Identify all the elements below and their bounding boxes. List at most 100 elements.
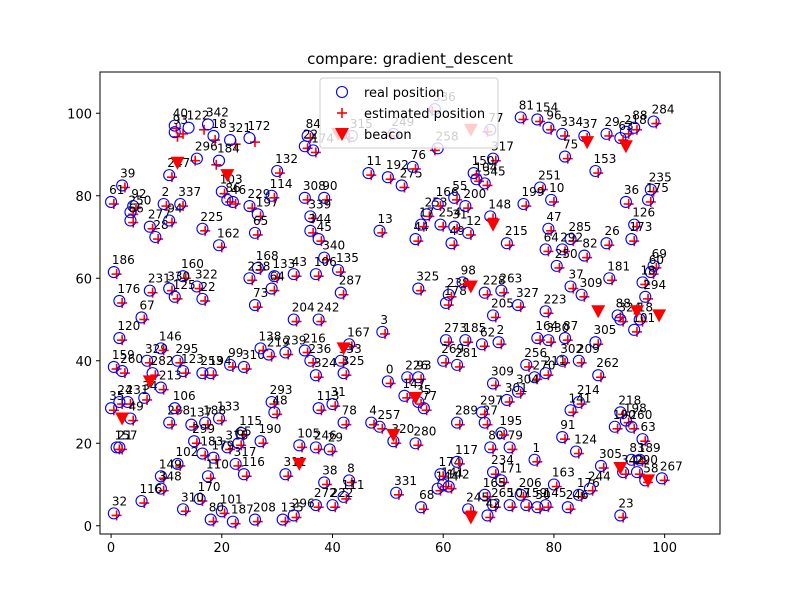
point-label: 88	[616, 296, 631, 310]
real-point	[326, 499, 339, 512]
real-point	[163, 416, 176, 429]
point-label: 65	[253, 214, 268, 228]
real-point	[478, 488, 491, 501]
real-point	[531, 113, 544, 126]
beacon-marker	[486, 218, 501, 232]
real-point	[171, 354, 184, 367]
estimated-point	[139, 314, 150, 325]
point-label: 98	[461, 263, 476, 277]
real-point	[564, 280, 577, 293]
real-point	[334, 354, 347, 367]
estimated-point	[283, 349, 294, 360]
point-label: 239	[283, 334, 306, 348]
legend-label: estimated position	[364, 107, 485, 122]
estimated-point	[518, 491, 529, 502]
point-label: 8	[347, 461, 355, 475]
point-label: 287	[339, 274, 362, 288]
real-point	[572, 395, 585, 409]
point-label: 88	[632, 109, 647, 123]
point-label: 296	[195, 140, 218, 154]
estimated-point	[230, 199, 241, 209]
point-label: 260	[629, 408, 652, 422]
real-point	[495, 426, 508, 439]
point-label: 37	[582, 117, 597, 131]
point-label: 197	[256, 195, 279, 209]
estimated-point	[377, 227, 388, 238]
estimated-point	[560, 357, 570, 368]
point-label: 115	[239, 414, 262, 428]
real-point	[437, 354, 450, 367]
real-point	[500, 237, 513, 250]
estimated-point	[142, 394, 153, 405]
estimated-point	[576, 357, 587, 368]
real-point	[578, 249, 591, 262]
point-label: 218	[624, 113, 647, 127]
point-label: 37	[569, 268, 584, 282]
estimated-point	[560, 246, 570, 257]
point-label: 310	[242, 348, 265, 362]
real-point	[309, 369, 322, 382]
estimated-point	[216, 415, 227, 426]
estimated-point	[623, 199, 634, 209]
point-label: 281	[455, 346, 478, 360]
estimated-point	[117, 298, 128, 308]
point-label: 304	[516, 373, 539, 387]
real-point	[121, 395, 134, 409]
estimated-point	[648, 186, 659, 197]
estimated-point	[504, 240, 515, 251]
real-point	[201, 118, 214, 131]
estimated-point	[189, 421, 200, 432]
real-point	[459, 200, 472, 213]
real-point	[517, 197, 530, 211]
estimated-point	[161, 201, 172, 212]
estimated-point	[391, 438, 402, 449]
estimated-point	[255, 211, 266, 222]
estimated-point	[413, 236, 424, 247]
point-label: 116	[242, 455, 265, 469]
estimated-point	[598, 463, 609, 473]
real-point	[451, 416, 464, 429]
real-point	[113, 294, 126, 307]
estimated-point	[535, 335, 546, 346]
real-point	[390, 486, 403, 499]
real-point	[395, 179, 408, 192]
point-label: 231	[148, 272, 171, 286]
point-label: 251	[538, 169, 561, 183]
point-label: 325	[416, 270, 439, 284]
real-point	[105, 402, 118, 415]
estimated-point	[313, 271, 324, 282]
real-point	[462, 226, 475, 239]
estimated-point	[499, 430, 510, 440]
real-point	[298, 344, 311, 357]
estimated-point	[108, 405, 119, 416]
estimated-point	[623, 128, 634, 139]
estimated-point	[180, 506, 191, 517]
y-tick-label: 20	[75, 437, 92, 452]
point-label: 64	[544, 230, 559, 244]
point-label: 22	[303, 127, 318, 141]
point-label: 133	[272, 257, 295, 271]
point-label: 157	[115, 428, 138, 442]
real-point	[589, 336, 602, 349]
estimated-point	[576, 491, 587, 502]
real-point	[511, 299, 524, 312]
point-label: 219	[267, 336, 290, 350]
real-point	[628, 323, 641, 336]
real-point	[603, 272, 616, 285]
real-point	[636, 433, 649, 446]
point-label: 340	[322, 239, 345, 253]
point-label: 23	[618, 496, 633, 510]
real-point	[226, 195, 239, 208]
estimated-point	[128, 217, 139, 228]
estimated-point	[366, 170, 377, 181]
real-point	[451, 358, 464, 371]
real-point	[415, 218, 428, 231]
estimated-point	[158, 473, 169, 484]
y-tick-label: 80	[75, 190, 92, 205]
real-point	[448, 220, 461, 233]
real-point	[212, 412, 226, 425]
point-label: 200	[463, 187, 486, 201]
estimated-point	[247, 203, 258, 214]
point-label: 132	[275, 152, 298, 166]
